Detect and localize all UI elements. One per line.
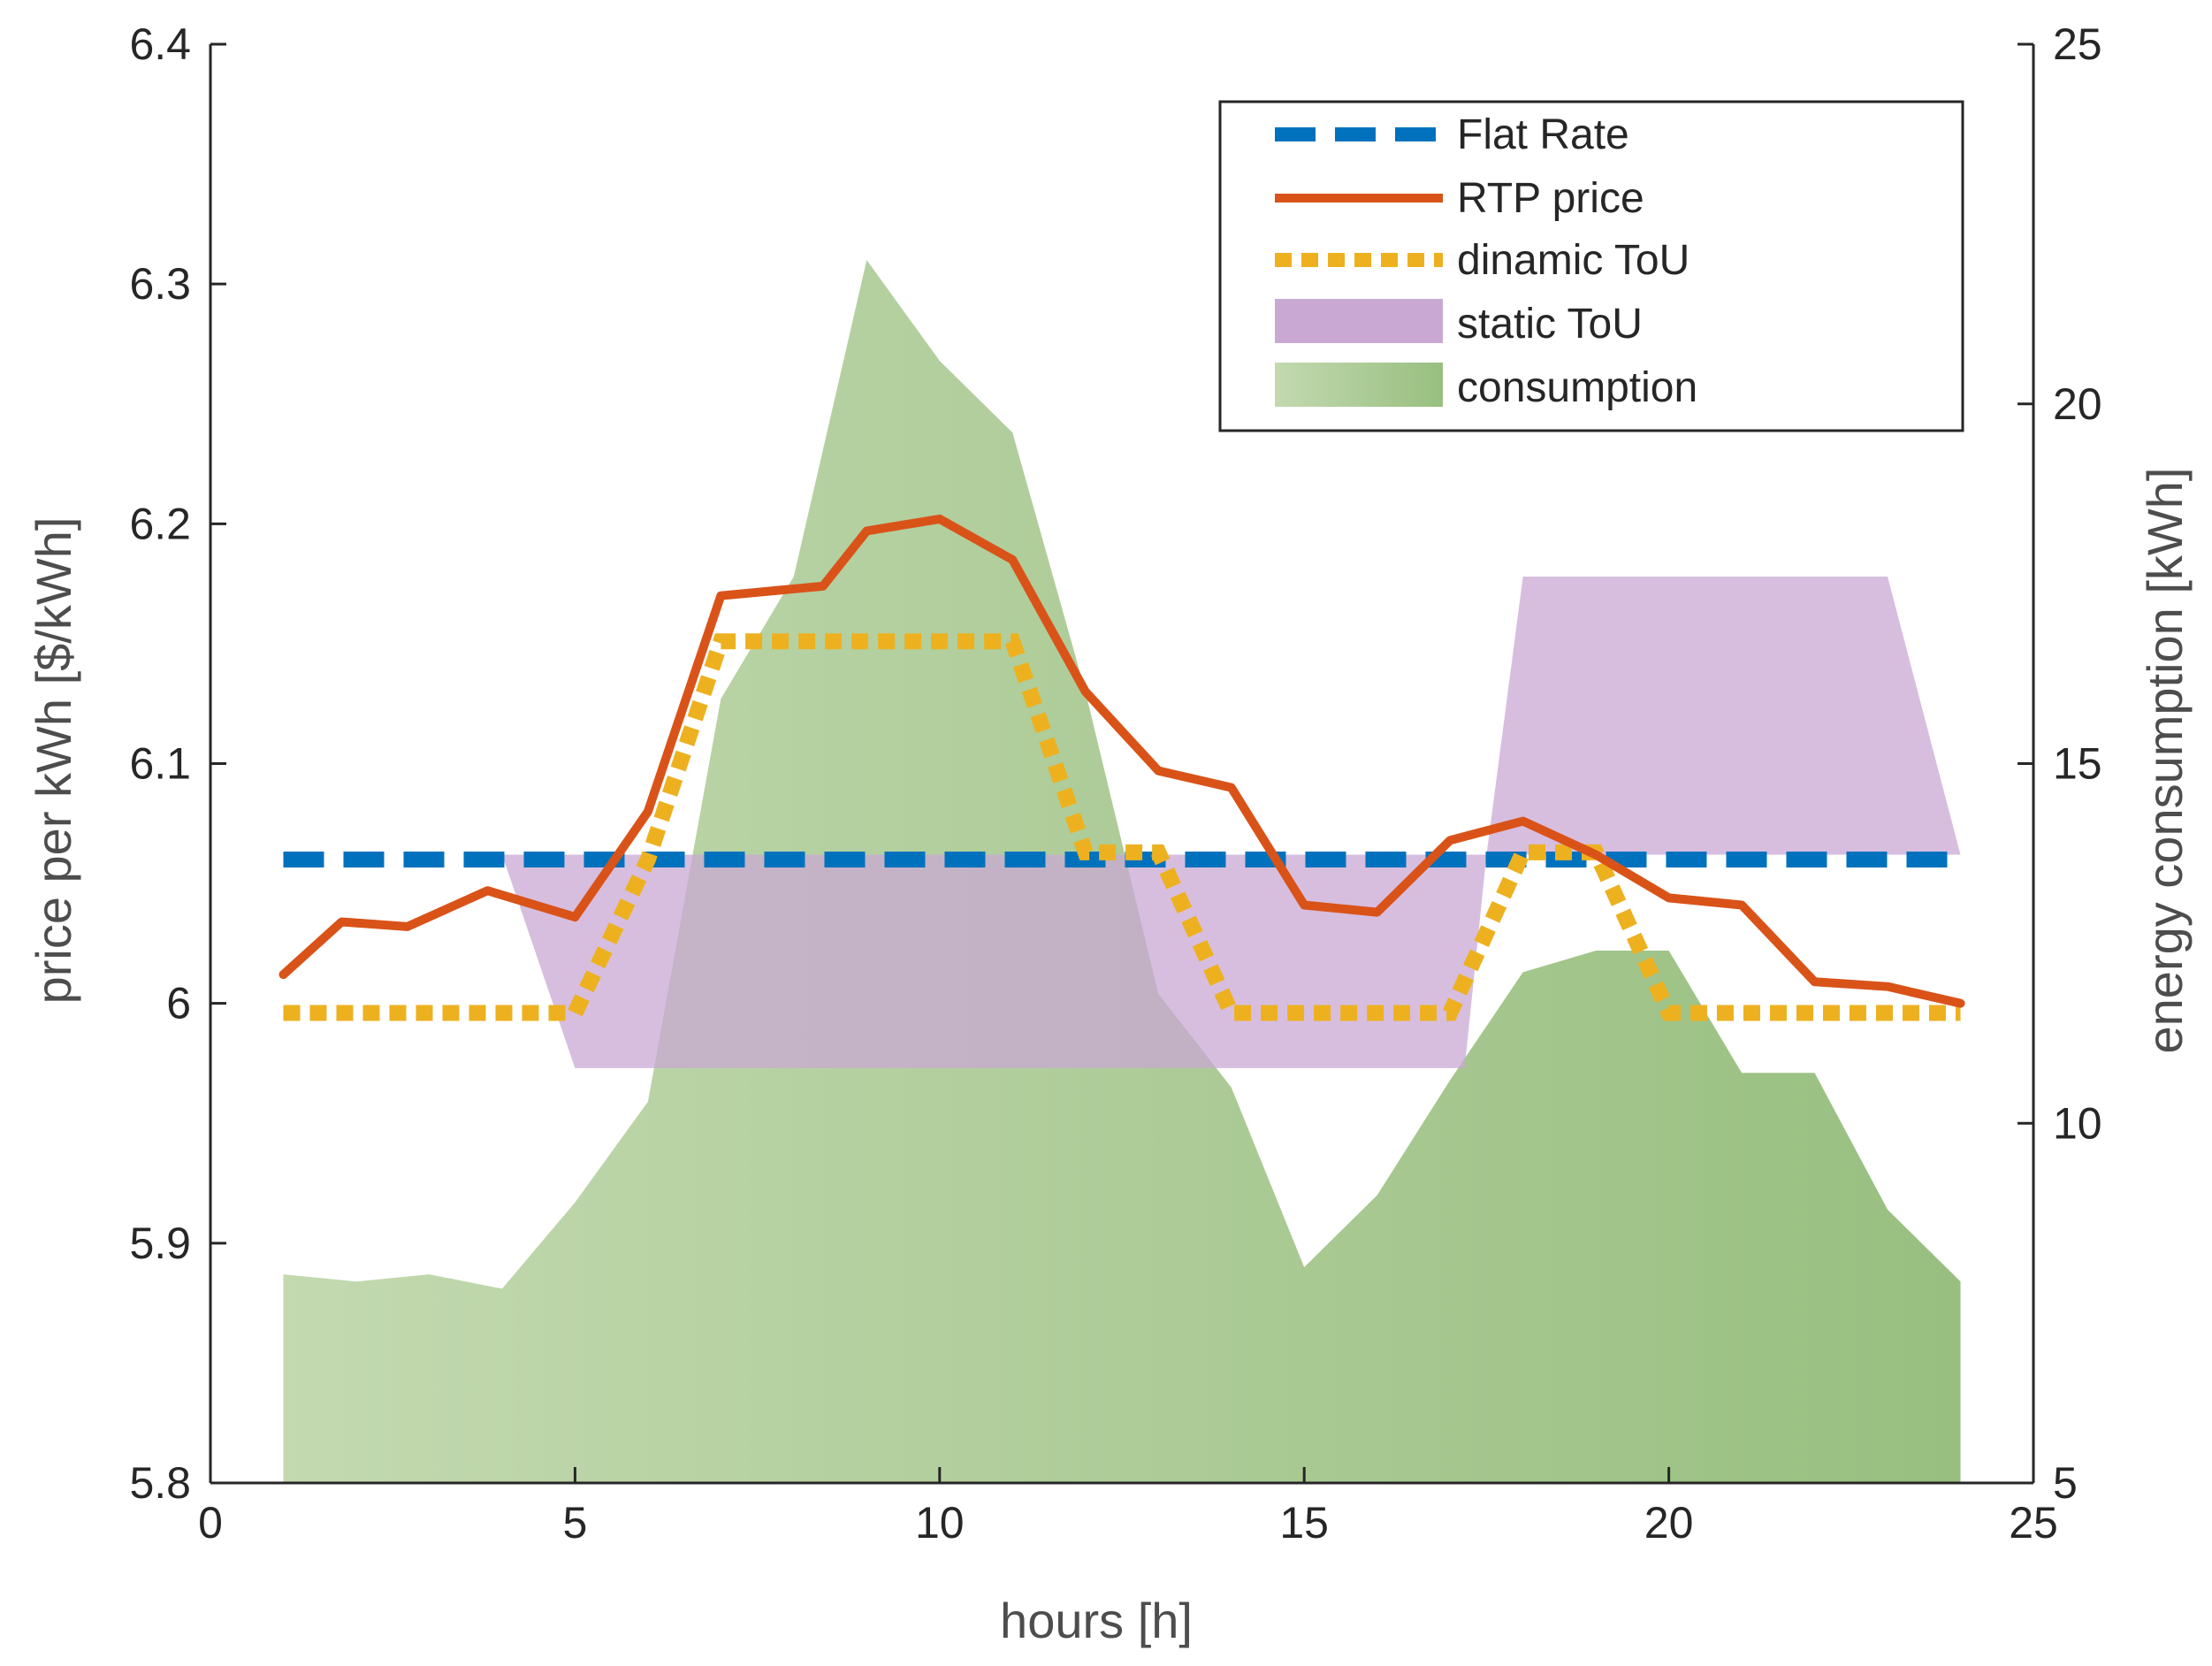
y-right-axis-label: energy consumption [kWh] [2137,468,2193,1054]
legend-swatch-static-tou [1275,299,1443,343]
y-left-tick-label: 6 [166,979,191,1028]
x-tick-label: 10 [915,1498,965,1548]
y-right-tick-label: 20 [2053,379,2102,429]
y-left-tick-label: 5.8 [129,1458,191,1508]
y-right-tick-label: 25 [2053,19,2102,69]
x-tick-label: 0 [198,1498,223,1548]
y-left-tick-label: 5.9 [129,1219,191,1268]
legend-label-rtp-price: RTP price [1457,175,1644,222]
y-left-tick-label: 6.4 [129,19,191,69]
legend: Flat Rate RTP price dinamic ToU static T… [1218,100,1964,432]
x-tick-label: 25 [2009,1498,2058,1548]
x-tick-label: 15 [1279,1498,1329,1548]
y-left-tick-label: 6.1 [129,739,191,789]
y-right-tick-label: 10 [2053,1098,2102,1148]
rtp-price-line [278,514,1965,1008]
static-tou-band [283,576,1961,1068]
y-left-tick-label: 6.3 [129,259,191,309]
y-right-tick-label: 5 [2053,1458,2078,1508]
x-tick-label: 5 [562,1498,587,1548]
x-axis-label: hours [h] [1000,1593,1193,1648]
legend-label-dinamic-tou: dinamic ToU [1457,237,1690,284]
y-left-axis-label: price per kWh [$/kWh] [26,517,81,1005]
y-left-tick-label: 6.2 [129,499,191,548]
axis-labels: hours [h] price per kWh [$/kWh] energy c… [26,468,2193,1648]
legend-label-consumption: consumption [1457,364,1697,411]
legend-swatch-consumption [1275,363,1443,407]
x-tick-label: 20 [1644,1498,1694,1548]
legend-label-flat-rate: Flat Rate [1457,111,1629,158]
legend-label-static-tou: static ToU [1457,301,1643,348]
plot-area [278,260,1965,1483]
y-right-tick-label: 15 [2053,739,2102,789]
axes: 0 5 10 15 20 25 5.8 5.9 6 6.1 6.2 6.3 6.4 5 10 15 20 25 [129,19,2101,1548]
